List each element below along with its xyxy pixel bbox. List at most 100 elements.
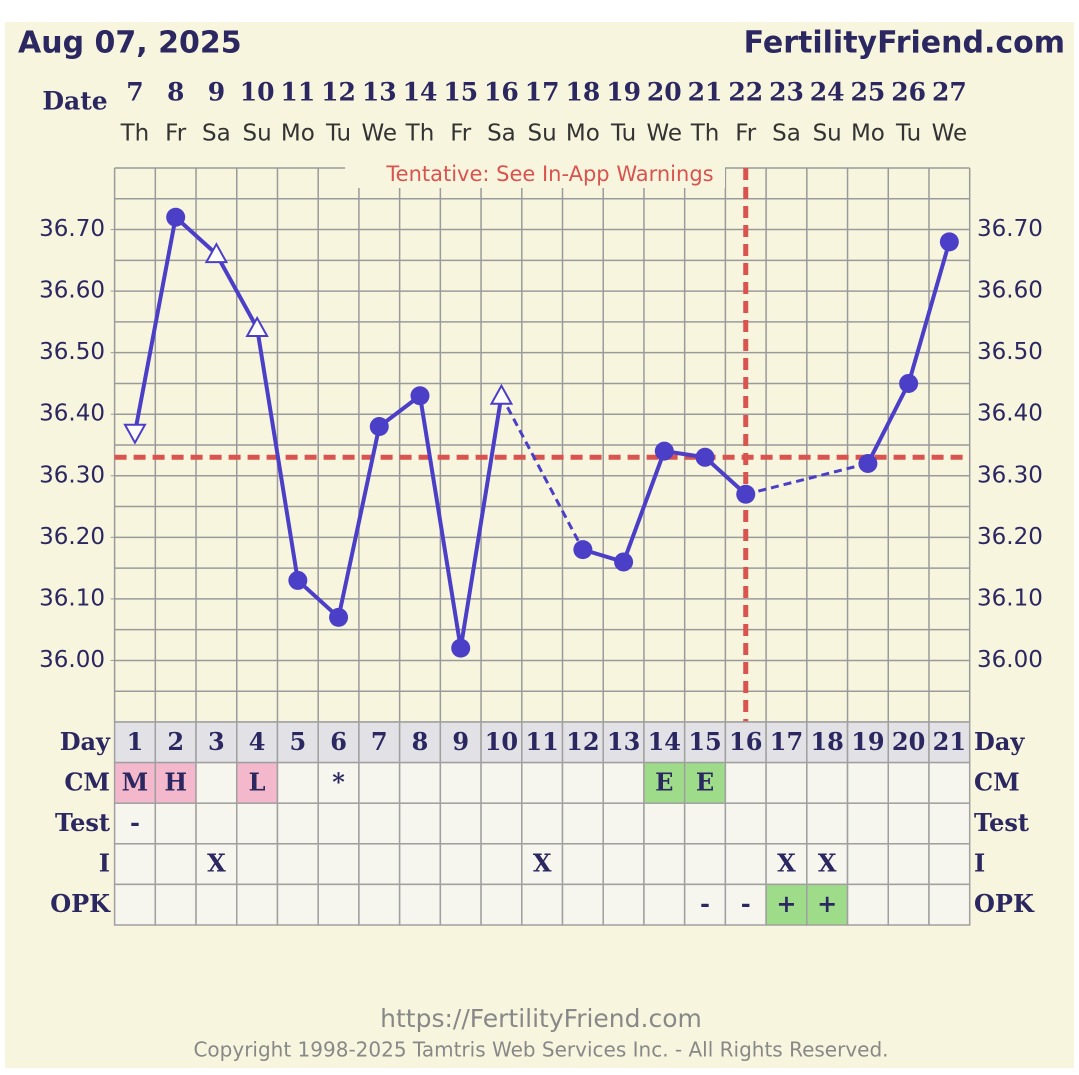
cell <box>846 761 890 804</box>
weekday: Fr <box>735 121 757 147</box>
cell <box>113 883 157 926</box>
weekday: Sa <box>772 121 801 147</box>
annotation: Tentative: See In-App Warnings <box>385 162 713 186</box>
date: 22 <box>728 78 763 107</box>
cell <box>602 883 645 926</box>
cell <box>439 802 482 845</box>
weekday: Sa <box>487 121 516 147</box>
cell <box>358 721 401 764</box>
weekday: Fr <box>165 121 187 147</box>
cell <box>236 721 279 764</box>
row-label: Test <box>55 808 110 837</box>
cell <box>561 843 604 886</box>
day-number: 7 <box>371 727 388 756</box>
weekday: We <box>362 121 398 147</box>
weekday: Mo <box>566 121 600 147</box>
cell <box>643 761 686 804</box>
cell <box>602 802 645 845</box>
weekday: Su <box>528 121 557 147</box>
cell <box>602 761 645 804</box>
cell-text: + <box>776 889 796 918</box>
day-number: 19 <box>851 727 884 756</box>
cell <box>113 761 157 804</box>
date: 26 <box>891 78 926 107</box>
copyright: Copyright 1998-2025 Tamtris Web Services… <box>193 1038 888 1062</box>
cell <box>398 761 442 804</box>
date: 19 <box>606 78 641 107</box>
cell <box>358 761 401 804</box>
cell <box>683 883 727 926</box>
cell <box>154 883 197 926</box>
day-number: 5 <box>289 727 306 756</box>
y-tick-label: 36.40 <box>39 401 105 427</box>
day-number: 2 <box>167 727 184 756</box>
dashed-connector <box>500 395 585 551</box>
cell <box>480 761 523 804</box>
day-number: 17 <box>770 727 803 756</box>
weekday: Th <box>405 121 435 147</box>
point <box>695 447 715 467</box>
cell <box>806 761 849 804</box>
cell <box>195 843 238 886</box>
day-number: 4 <box>249 727 266 756</box>
cell <box>439 721 482 764</box>
row-label-right: OPK <box>974 889 1035 918</box>
y-tick-label: 36.50 <box>39 339 105 365</box>
cell-text: - <box>130 808 140 837</box>
point <box>410 386 430 406</box>
cell <box>439 883 482 926</box>
point <box>899 373 919 393</box>
row-label-right: Test <box>974 808 1029 837</box>
date: 8 <box>167 78 184 107</box>
cell <box>643 802 686 845</box>
cell <box>276 802 319 845</box>
url: https://FertilityFriend.com <box>380 1004 702 1033</box>
brand: FertilityFriend.com <box>744 26 1065 61</box>
cell <box>643 843 686 886</box>
cell <box>276 761 319 804</box>
cell <box>317 883 360 926</box>
cell <box>765 883 808 926</box>
cell-text: L <box>249 767 266 796</box>
y-tick-label-right: 36.30 <box>977 462 1043 488</box>
y-tick-label: 36.70 <box>39 216 105 242</box>
cell <box>358 843 401 886</box>
y-tick-label: 36.20 <box>39 524 105 550</box>
cell <box>236 843 279 886</box>
cell-text: + <box>817 889 837 918</box>
date: 25 <box>851 78 886 107</box>
point <box>369 417 389 437</box>
day-number: 14 <box>648 727 681 756</box>
cell <box>887 883 930 926</box>
weekday: Tu <box>895 121 921 147</box>
cell <box>480 843 523 886</box>
date: 13 <box>362 78 397 107</box>
day-number: 11 <box>525 727 558 756</box>
day-number: 15 <box>688 727 721 756</box>
date: 10 <box>240 78 275 107</box>
cell <box>521 761 564 804</box>
point <box>489 383 514 405</box>
day-number: 10 <box>485 727 518 756</box>
y-tick-label-right: 36.40 <box>977 401 1043 427</box>
date: 24 <box>810 78 845 107</box>
y-tick-label: 36.10 <box>39 585 105 611</box>
cell-text: X <box>207 849 226 878</box>
weekday: We <box>647 121 683 147</box>
day-number: 6 <box>330 727 347 756</box>
point <box>123 423 147 445</box>
cell <box>276 883 319 926</box>
cell <box>846 843 890 886</box>
dashed-connector <box>745 462 869 496</box>
weekday: Fr <box>450 121 472 147</box>
point <box>939 232 959 252</box>
annotation-bg <box>345 160 725 188</box>
point <box>204 242 229 264</box>
cell <box>317 802 360 845</box>
point <box>288 570 308 590</box>
y-tick-label-right: 36.10 <box>977 585 1043 611</box>
cell <box>561 761 604 804</box>
day-number: 3 <box>208 727 225 756</box>
cell <box>398 883 442 926</box>
